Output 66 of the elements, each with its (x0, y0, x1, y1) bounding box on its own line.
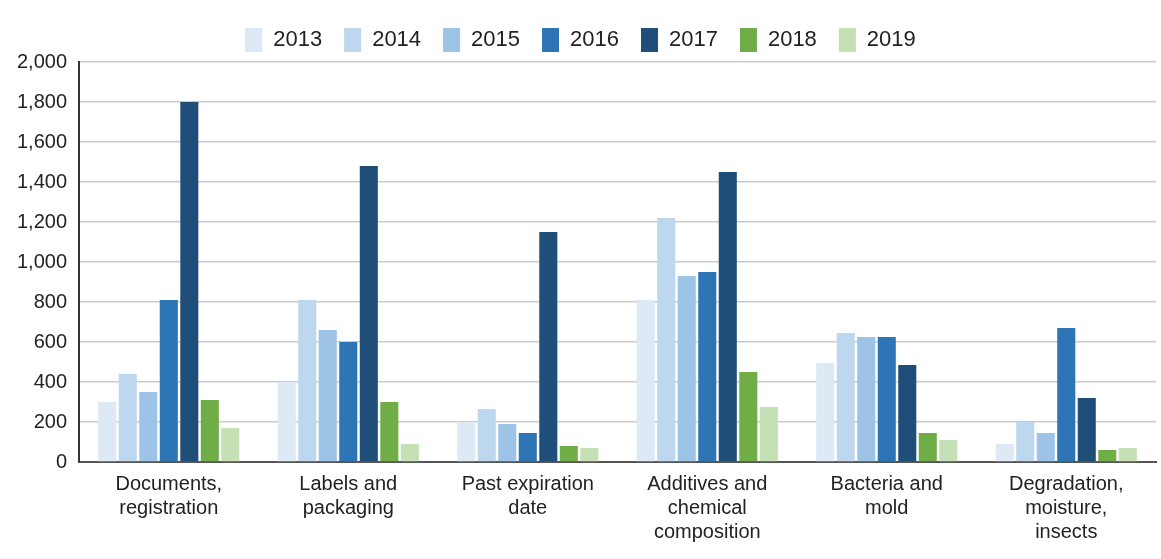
bar (277, 382, 296, 462)
bar (221, 428, 240, 462)
y-tick-label: 600 (33, 329, 68, 352)
bar (400, 444, 419, 462)
bar (318, 330, 337, 462)
bar (339, 342, 358, 462)
bar (457, 422, 476, 462)
bar (1098, 450, 1117, 462)
bar (1057, 328, 1076, 462)
bar (918, 433, 937, 462)
bar (139, 392, 158, 462)
bar (636, 300, 655, 462)
y-tick-label: 2,000 (16, 49, 68, 72)
legend-label: 2014 (372, 26, 422, 52)
bar (816, 363, 835, 462)
legend-label: 2013 (273, 26, 323, 52)
bar (698, 272, 717, 462)
bar (1118, 448, 1137, 462)
bar (180, 102, 199, 462)
bar (298, 300, 317, 462)
bar (857, 337, 876, 462)
bar (1077, 398, 1096, 462)
bar (898, 365, 917, 462)
bar (539, 232, 558, 462)
legend-label: 2016 (570, 26, 619, 52)
y-tick-label: 1,200 (16, 209, 68, 232)
bar (200, 400, 219, 462)
bar (1036, 433, 1055, 462)
y-tick-label: 1,400 (16, 169, 68, 192)
bar (498, 424, 517, 462)
bar (657, 218, 676, 462)
bar (98, 402, 117, 462)
y-tick-label: 400 (33, 369, 68, 392)
x-tick-label: Bacteria and mold (830, 471, 943, 518)
bar (477, 409, 496, 462)
legend-label: 2017 (668, 26, 718, 52)
bar (559, 446, 578, 462)
x-tick-label: Degradation, moisture, insects (1008, 471, 1124, 542)
x-tick-label: Documents, registration (115, 471, 223, 518)
bar (759, 407, 778, 462)
y-tick-label: 1,000 (16, 249, 68, 272)
bar (877, 337, 896, 462)
bar (939, 440, 958, 462)
x-tick-label: Past expiration date (461, 471, 594, 518)
bar (739, 372, 758, 462)
legend-label: 2015 (471, 26, 521, 52)
bar (836, 333, 855, 462)
y-tick-label: 1,800 (16, 89, 68, 112)
bar (995, 444, 1014, 462)
y-tick-label: 0 (55, 449, 68, 472)
x-tick-label: Labels and packaging (299, 471, 398, 518)
bar (159, 300, 178, 462)
bar (718, 172, 737, 462)
legend-label: 2018 (767, 26, 817, 52)
bar (1016, 422, 1035, 462)
bar (380, 402, 399, 462)
bar (580, 448, 599, 462)
legend-label: 2019 (866, 26, 916, 52)
y-tick-label: 200 (33, 409, 68, 432)
y-tick-label: 1,600 (16, 129, 68, 152)
x-tick-label: Additives and chemical composition (647, 471, 768, 542)
y-tick-label: 800 (33, 289, 68, 312)
bar (359, 166, 378, 462)
bar (677, 276, 696, 462)
bar (118, 374, 137, 462)
bar (518, 433, 537, 462)
